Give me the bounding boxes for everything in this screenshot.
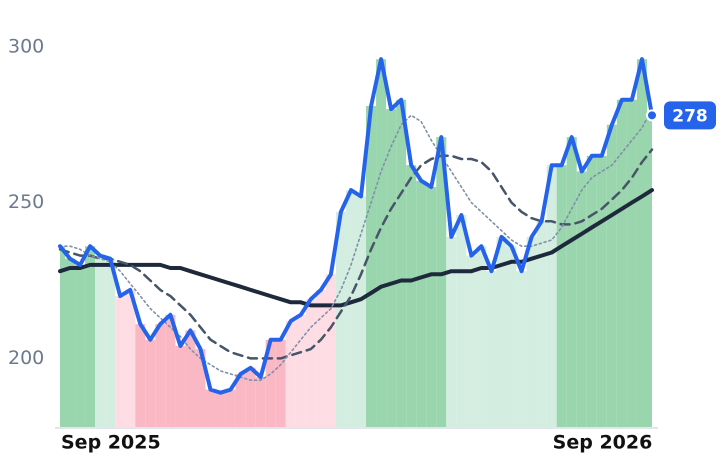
zone-column — [175, 345, 186, 427]
zone-column — [646, 115, 652, 427]
zone-column — [215, 392, 226, 427]
series-line — [58, 57, 654, 395]
zone-column — [325, 274, 336, 427]
zone-column — [556, 165, 567, 428]
zone-column — [245, 367, 256, 427]
zone-column — [506, 246, 517, 427]
zone-column — [85, 246, 96, 427]
zone-column — [446, 236, 457, 427]
zone-column — [265, 339, 276, 427]
zone-column — [115, 296, 126, 427]
zone-column — [586, 155, 597, 427]
zone-column — [195, 349, 206, 427]
zone-column — [366, 105, 377, 428]
zone-column — [145, 339, 156, 427]
badge-bg — [664, 101, 716, 130]
zone-column — [295, 314, 306, 427]
zone-column — [376, 59, 387, 427]
zone-column — [315, 289, 326, 427]
last-point — [646, 109, 658, 122]
series-line — [58, 148, 654, 360]
zone-column — [95, 255, 106, 427]
y-tick-label: 200 — [8, 347, 44, 369]
last-value-badge: 278 — [664, 101, 716, 130]
zone-column — [356, 196, 367, 427]
zone-column — [125, 289, 136, 427]
zone-column — [536, 221, 547, 427]
series-line — [59, 108, 653, 381]
zone-column — [135, 324, 146, 427]
zone-column — [436, 137, 447, 428]
zone-column — [426, 187, 437, 427]
zone-column — [476, 246, 487, 427]
zone-column — [466, 255, 477, 427]
zone-column — [616, 99, 627, 427]
zone-column — [205, 389, 216, 427]
series-line — [58, 188, 654, 308]
zone-column — [185, 330, 196, 427]
zone-column — [486, 271, 497, 427]
zone-column — [456, 215, 467, 427]
zone-column — [345, 190, 356, 427]
zone-column — [526, 236, 537, 427]
zone-column — [225, 389, 236, 427]
zone-column — [65, 258, 76, 427]
zone-column — [636, 59, 647, 427]
zone-column — [546, 165, 557, 428]
zone-column — [285, 321, 296, 427]
zone-column — [275, 339, 286, 427]
zone-column — [516, 271, 527, 427]
zone-column — [416, 180, 427, 427]
zone-column — [576, 171, 587, 427]
zone-column — [75, 264, 86, 427]
zone-column — [155, 324, 166, 427]
zone-column — [60, 246, 66, 427]
x-tick-label: Sep 2025 — [61, 432, 161, 454]
zone-column — [255, 377, 266, 427]
zone-column — [335, 211, 346, 427]
zone-column — [406, 165, 417, 428]
zone-column — [496, 236, 507, 427]
last-value-label: 278 — [672, 106, 708, 126]
zone-column — [235, 374, 246, 427]
zone-column — [396, 99, 407, 427]
zone-column — [105, 258, 116, 427]
zone-column — [596, 155, 607, 427]
zone-column — [626, 99, 637, 427]
zone-column — [606, 124, 617, 427]
y-tick-label: 250 — [8, 191, 44, 213]
y-tick-label: 300 — [8, 35, 44, 57]
zone-column — [305, 299, 316, 427]
zone-column — [165, 314, 176, 427]
zone-column — [566, 137, 577, 428]
zone-column — [386, 109, 397, 428]
x-tick-label: Sep 2026 — [553, 432, 653, 454]
